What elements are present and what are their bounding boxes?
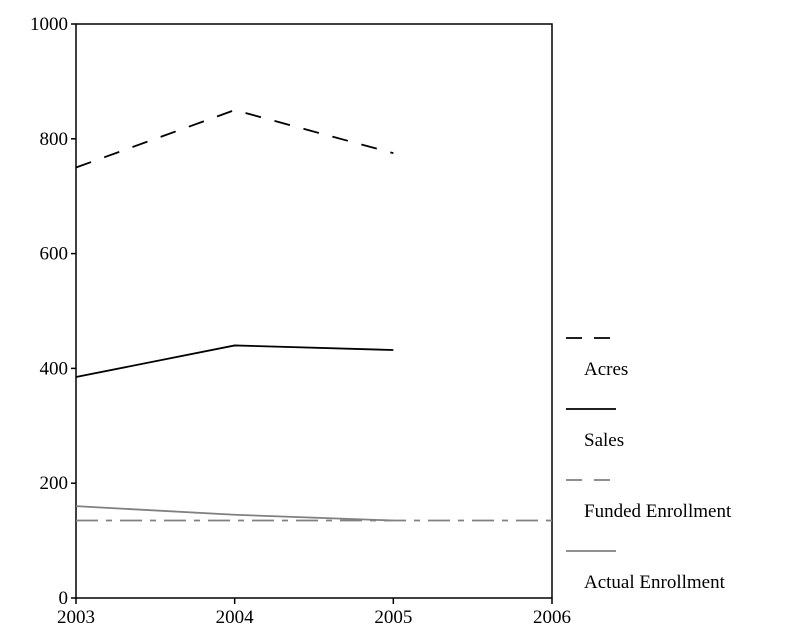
y-tick-label: 1000: [30, 14, 68, 35]
y-tick-label: 800: [40, 129, 69, 150]
series-line-actual-enrollment: [75, 505, 394, 522]
y-tick-label: 600: [40, 244, 69, 265]
series-layer: [75, 109, 552, 522]
series-line-sales: [75, 344, 394, 378]
legend: Acres Sales Funded Enrollment Actual Enroll…: [566, 337, 732, 593]
x-tick-label: 2005: [374, 607, 412, 628]
plot-frame: [75, 23, 553, 599]
legend-label-sales: Sales: [584, 430, 624, 451]
y-axis: 0 200 400 600 800 1000: [30, 14, 76, 609]
y-tick-label: 0: [59, 588, 69, 609]
legend-label-acres: Acres: [584, 359, 628, 380]
x-axis: 2003 2004 2005 2006: [57, 598, 571, 628]
legend-label-funded-enrollment: Funded Enrollment: [584, 501, 732, 522]
y-tick-label: 400: [40, 358, 69, 379]
x-tick-label: 2006: [533, 607, 571, 628]
x-tick-label: 2003: [57, 607, 95, 628]
y-tick-label: 200: [40, 473, 69, 494]
series-line-acres: [75, 109, 394, 169]
x-tick-label: 2004: [216, 607, 255, 628]
legend-label-actual-enrollment: Actual Enrollment: [584, 572, 726, 593]
